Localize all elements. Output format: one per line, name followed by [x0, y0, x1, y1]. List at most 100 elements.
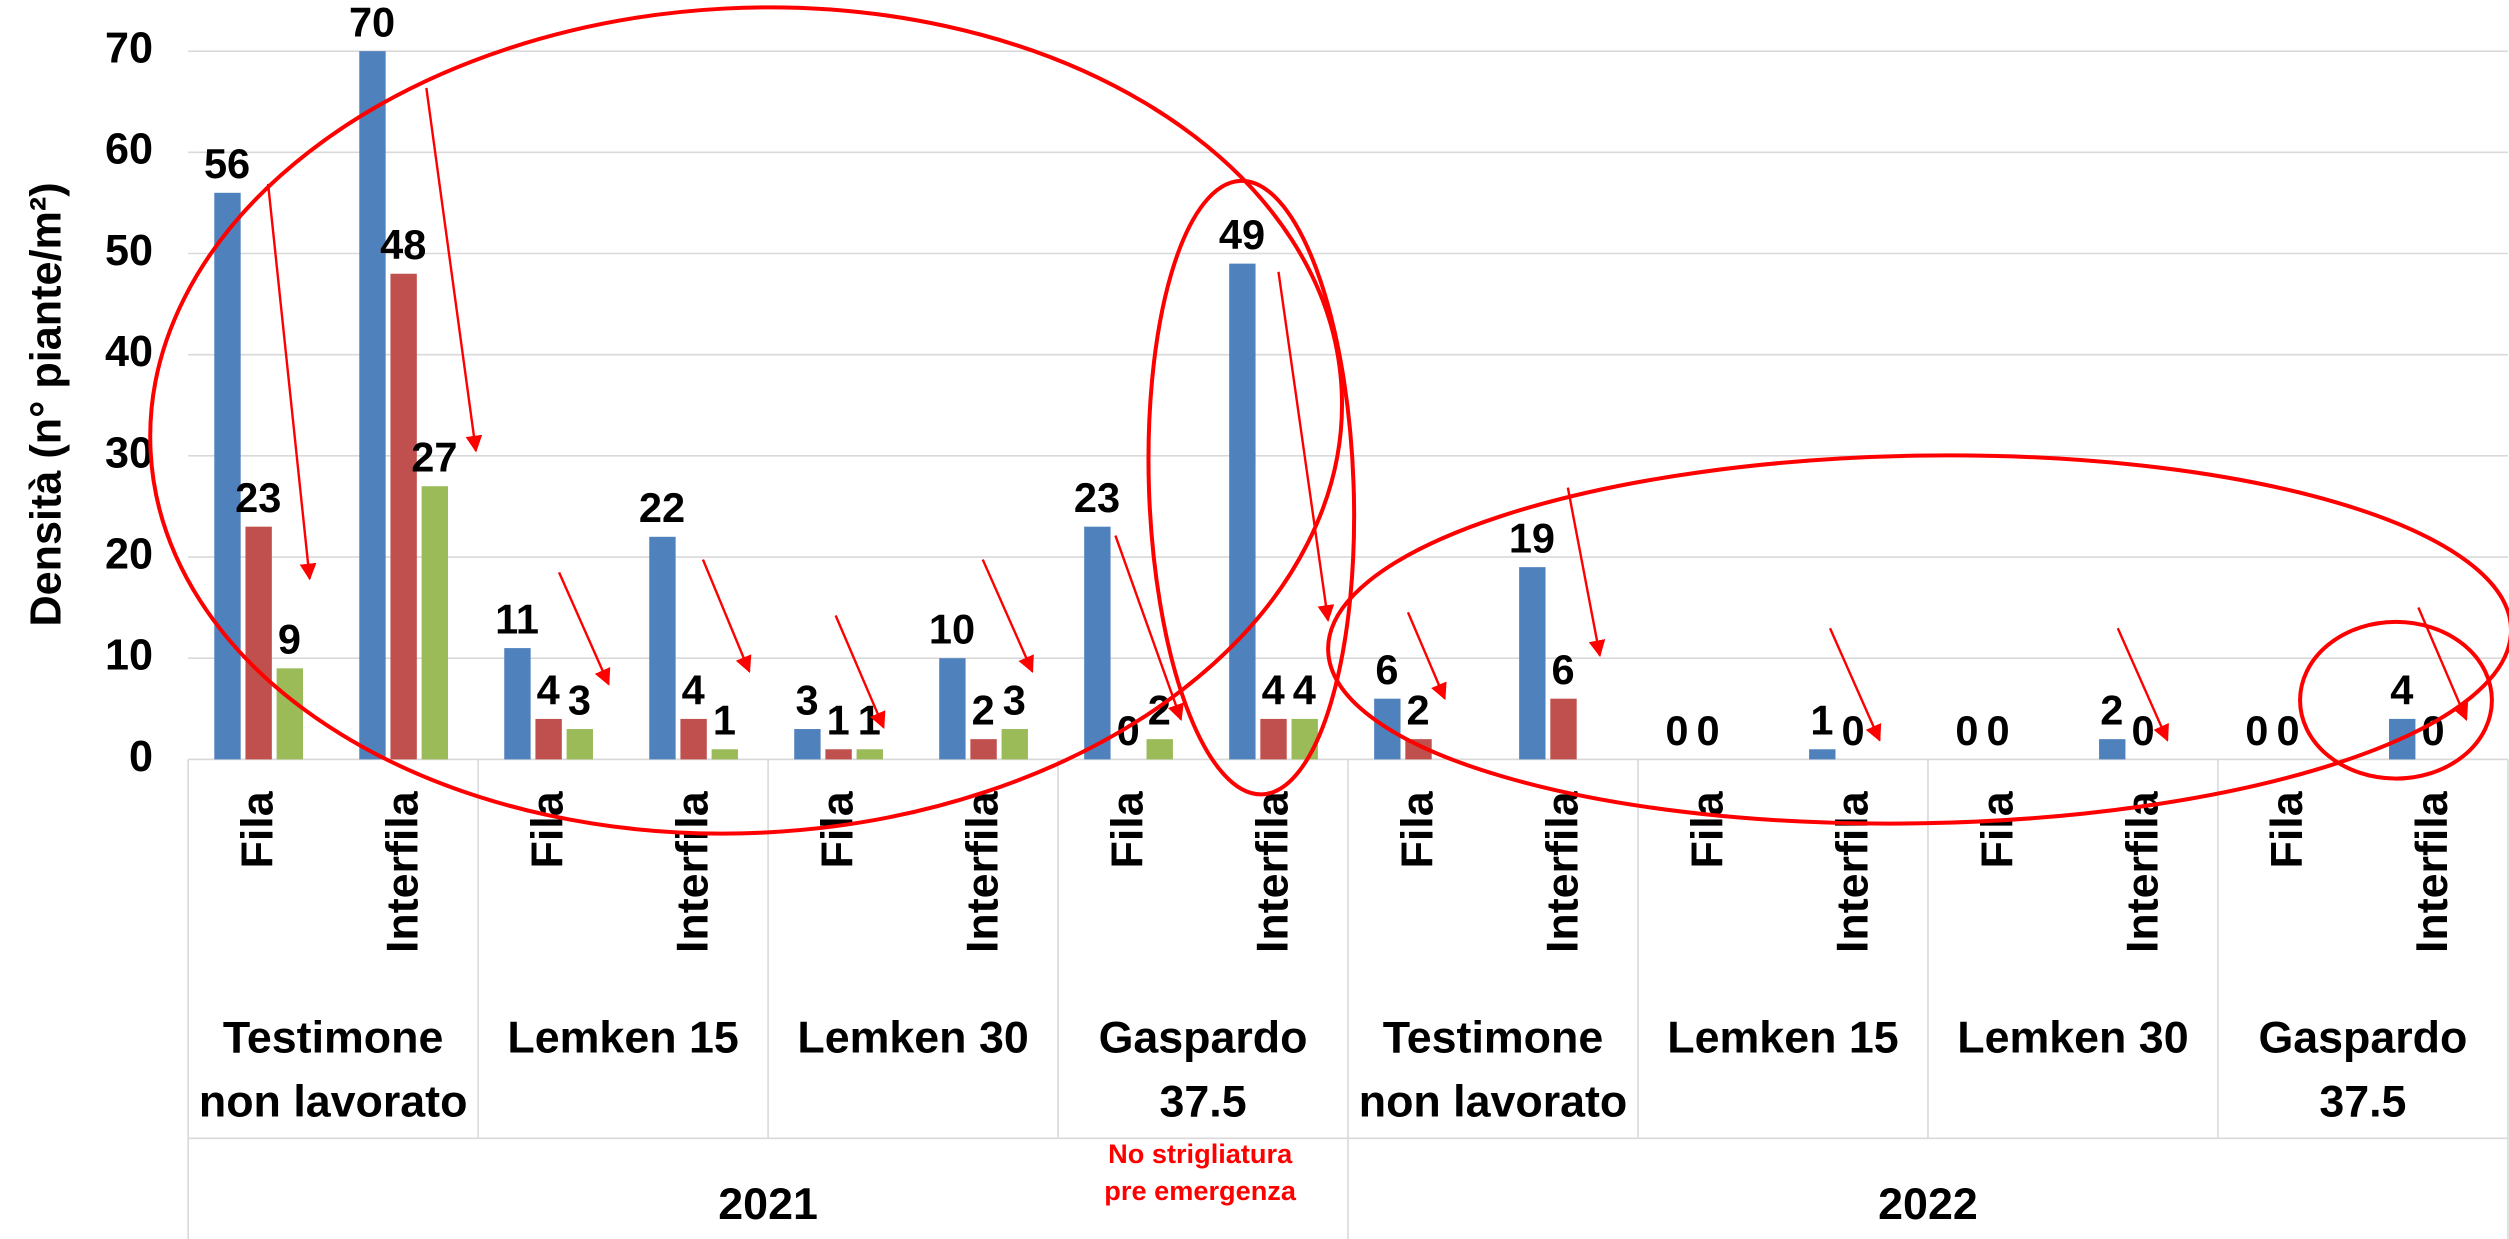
data-label: 1	[827, 697, 850, 744]
arrow	[2417, 607, 2469, 721]
x-tick-label: Fila	[1392, 790, 1442, 868]
y-tick-label: 20	[105, 530, 153, 578]
group-label: Testimone	[1383, 1013, 1603, 1063]
bar	[359, 51, 386, 760]
x-tick-label: Fila	[232, 790, 282, 868]
bar	[504, 648, 531, 760]
data-label: 0	[1117, 707, 1140, 754]
bar	[2099, 739, 2126, 760]
group-label: Testimone	[223, 1013, 443, 1063]
arrow	[425, 87, 483, 453]
bar	[245, 526, 272, 760]
group-label: 37.5	[2319, 1077, 2406, 1127]
y-tick-label: 50	[105, 227, 153, 275]
bar	[1550, 698, 1577, 760]
bar	[1405, 739, 1432, 760]
arrow	[834, 615, 886, 729]
bar	[390, 273, 417, 760]
bar	[535, 718, 562, 760]
bar	[1809, 749, 1836, 760]
arrow	[266, 183, 317, 581]
year-label: 2022	[1878, 1179, 1978, 1229]
y-tick-label: 60	[105, 126, 153, 174]
x-tick-label: Fila	[1972, 790, 2022, 868]
y-tick-label: 40	[105, 328, 153, 376]
annotation: No strigliatura	[1108, 1138, 1293, 1169]
bar	[566, 729, 593, 760]
data-label: 2	[1407, 687, 1430, 734]
data-label: 4	[537, 666, 560, 713]
data-label: 48	[380, 221, 426, 268]
group-label: Lemken 15	[1667, 1013, 1898, 1063]
group-label: Lemken 30	[797, 1013, 1028, 1063]
y-axis-label: Densità (n° piante/m²)	[22, 182, 70, 626]
data-label: 1	[713, 697, 736, 744]
data-label: 56	[204, 140, 250, 187]
data-label: 3	[568, 676, 591, 723]
arrow	[1406, 611, 1447, 701]
data-label: 0	[1697, 707, 1720, 754]
data-label: 11	[495, 595, 539, 642]
x-tick-label: Interfila	[1827, 790, 1877, 953]
bar	[1229, 263, 1256, 760]
data-label: 0	[2421, 707, 2444, 754]
data-label: 9	[278, 616, 301, 663]
group-label: non lavorato	[1359, 1077, 1628, 1127]
data-label: 0	[2276, 707, 2299, 754]
data-label: 0	[1986, 707, 2009, 754]
data-label: 4	[682, 666, 705, 713]
x-tick-label: Fila	[1682, 790, 1732, 868]
arrow	[1114, 535, 1184, 722]
group-label: Gaspardo	[2258, 1013, 2467, 1063]
data-label: 0	[2131, 707, 2154, 754]
x-tick-label: Interfila	[667, 790, 717, 953]
highlight-ellipse	[1326, 453, 2509, 826]
x-tick-label: Interfila	[1537, 790, 1587, 953]
arrow	[557, 571, 611, 686]
bar	[649, 536, 676, 760]
highlight-ellipse	[1146, 178, 1357, 797]
data-label: 49	[1219, 211, 1265, 258]
x-tick-label: Interfila	[2117, 790, 2167, 953]
arrow	[1277, 271, 1335, 622]
group-label: 37.5	[1159, 1077, 1246, 1127]
x-tick-label: Interfila	[377, 790, 427, 953]
bar	[680, 718, 707, 760]
bar	[214, 192, 241, 760]
group-label: non lavorato	[199, 1077, 468, 1127]
data-label: 6	[1375, 646, 1398, 693]
y-tick-label: 70	[105, 25, 153, 73]
y-tick-label: 0	[129, 733, 153, 781]
x-tick-label: Fila	[2262, 790, 2312, 868]
data-label: 2	[972, 687, 995, 734]
data-label: 2	[2100, 687, 2123, 734]
bar	[856, 749, 883, 760]
arrow	[1566, 487, 1606, 658]
x-tick-label: Interfila	[957, 790, 1007, 953]
x-tick-label: Fila	[1102, 790, 1152, 868]
bar	[1260, 718, 1287, 760]
bar	[1291, 718, 1318, 760]
bar	[794, 729, 821, 760]
data-label: 22	[639, 484, 685, 531]
x-tick-label: Interfila	[2407, 790, 2457, 953]
data-label: 1	[1810, 697, 1833, 744]
group-label: Gaspardo	[1099, 1013, 1308, 1063]
data-label: 23	[235, 474, 281, 521]
y-tick-label: 30	[105, 429, 153, 477]
arrow	[701, 559, 752, 674]
data-label: 27	[411, 434, 457, 481]
bar	[1084, 526, 1111, 760]
data-label: 3	[1003, 676, 1026, 723]
highlight-ellipse	[148, 5, 1345, 836]
bar	[1146, 739, 1173, 760]
data-label: 70	[349, 0, 395, 46]
bar	[711, 749, 738, 760]
highlight-ellipse	[2298, 619, 2494, 781]
year-label: 2021	[718, 1179, 818, 1229]
data-label: 23	[1074, 474, 1120, 521]
group-label: Lemken 30	[1957, 1013, 2188, 1063]
bar	[825, 749, 852, 760]
arrow	[981, 559, 1034, 673]
